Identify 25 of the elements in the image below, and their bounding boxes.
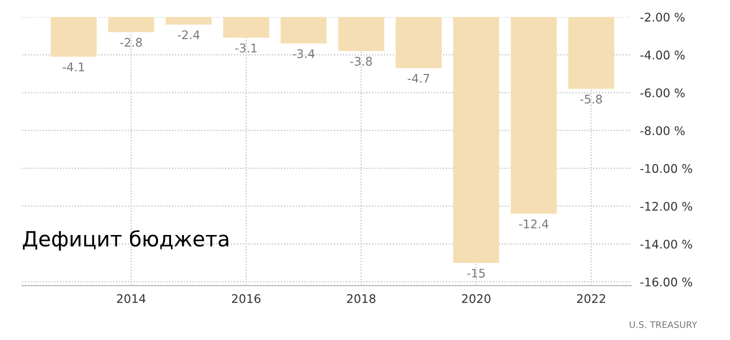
data-label: -12.4 bbox=[518, 219, 548, 228]
text: U.S. TREASURY bbox=[630, 321, 698, 328]
data-label: -4.7 bbox=[408, 74, 430, 83]
y-tick-label: -16.00 % bbox=[640, 278, 692, 286]
data-label: -4.1 bbox=[62, 62, 84, 72]
data-label: -15 bbox=[467, 268, 485, 278]
y-tick-label: -4.00 % bbox=[640, 50, 685, 60]
x-tick-label: 2022 bbox=[577, 294, 606, 304]
x-tick-label: 2020 bbox=[462, 294, 490, 304]
y-tick-label: -14.00 % bbox=[640, 240, 692, 249]
y-tick-label: -8.00 % bbox=[640, 126, 685, 136]
data-label: -3.8 bbox=[350, 56, 372, 66]
text: Дефицит бюджета bbox=[22, 230, 228, 251]
y-tick-label: -6.00 % bbox=[640, 88, 685, 98]
data-label: -5.8 bbox=[580, 94, 602, 104]
y-tick-label: -2.00 % bbox=[640, 12, 685, 22]
data-label: -3.1 bbox=[235, 44, 257, 52]
x-tick-label: 2018 bbox=[347, 294, 376, 304]
data-label: -2.8 bbox=[120, 38, 142, 47]
y-tick-label: -10.00 % bbox=[640, 164, 692, 173]
x-tick-label: 2014 bbox=[117, 294, 146, 304]
y-tick-label: -12.00 % bbox=[640, 202, 692, 211]
data-label: -2.4 bbox=[178, 30, 200, 40]
x-tick-label: 2016 bbox=[232, 294, 260, 304]
data-label: -3.4 bbox=[292, 49, 315, 58]
